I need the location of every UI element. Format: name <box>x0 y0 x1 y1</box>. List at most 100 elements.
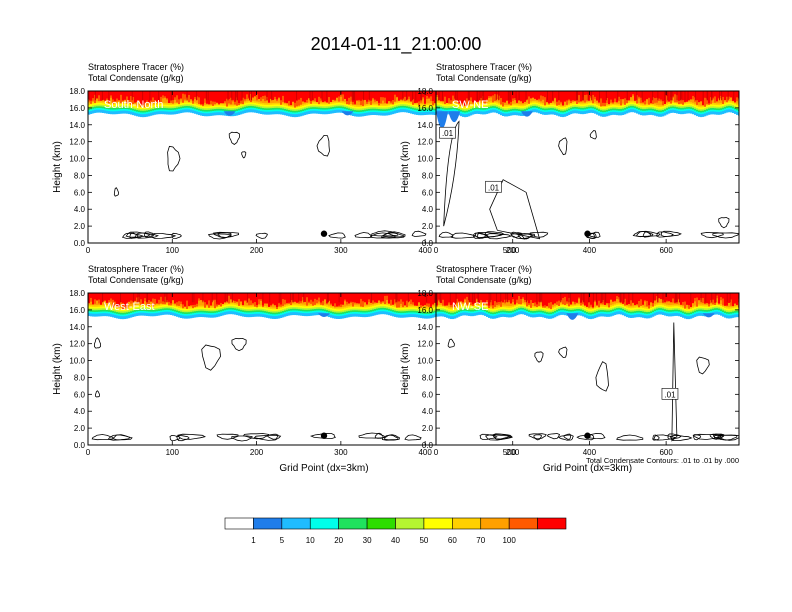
tracer-column <box>398 91 401 101</box>
tracer-column <box>146 91 149 101</box>
tracer-column <box>722 91 725 104</box>
tracer-column <box>278 91 281 98</box>
tracer-column <box>366 91 369 102</box>
contour-blob <box>121 232 144 239</box>
tracer-column <box>474 91 477 103</box>
tracer-column <box>444 91 447 104</box>
tracer-column <box>290 91 293 106</box>
y-tick-label: 16.0 <box>69 104 85 113</box>
tracer-column <box>160 91 163 97</box>
tracer-column <box>184 91 187 100</box>
tracer-column <box>182 91 185 103</box>
tracer-column <box>260 293 263 300</box>
condensate-contours <box>438 120 739 240</box>
tracer-streak <box>149 91 151 101</box>
tracer-column <box>726 91 729 97</box>
tracer-column <box>682 91 685 101</box>
tracer-column <box>202 91 205 105</box>
tracer-streak <box>227 91 229 101</box>
tracer-column <box>586 91 589 95</box>
tracer-column <box>292 91 295 102</box>
contour-blob <box>521 233 532 240</box>
x-tick-label: 100 <box>166 246 180 255</box>
tracer-column <box>602 91 605 103</box>
tracer-column <box>90 293 93 298</box>
tracer-column <box>206 293 209 305</box>
tracer-streak <box>363 91 365 101</box>
tracer-column <box>158 293 161 300</box>
tracer-column <box>256 91 259 101</box>
tracer-column <box>536 91 539 100</box>
tracer-column <box>218 91 221 104</box>
tracer-column <box>274 293 277 306</box>
tracer-column <box>246 91 249 100</box>
tracer-column <box>610 91 613 100</box>
tracer-streak <box>617 91 619 101</box>
tracer-column <box>120 91 123 104</box>
tracer-column <box>150 293 153 302</box>
tracer-column <box>176 293 179 303</box>
tracer-column <box>342 91 345 101</box>
tracer-column <box>226 91 229 107</box>
tracer-column <box>704 91 707 107</box>
tracer-column <box>338 91 341 97</box>
tracer-streak <box>353 91 355 101</box>
tracer-column <box>386 91 389 104</box>
x-tick-label: 400 <box>583 246 597 255</box>
y-tick-label: 6.0 <box>422 188 434 197</box>
tracer-column <box>308 91 311 99</box>
tracer-column <box>378 91 381 103</box>
tracer-column <box>494 91 497 95</box>
tracer-streak <box>467 91 469 101</box>
tracer-streak <box>438 91 440 101</box>
tracer-column <box>282 91 285 102</box>
tracer-column <box>444 91 447 97</box>
contour-blob <box>660 230 682 237</box>
tracer-column <box>342 91 345 95</box>
tracer-intrusion <box>341 111 354 116</box>
tracer-column <box>196 293 199 304</box>
tracer-column <box>522 91 525 104</box>
tracer-column <box>674 91 677 95</box>
tracer-column <box>356 91 359 101</box>
tracer-streak <box>515 91 517 101</box>
tracer-column <box>666 91 669 97</box>
tracer-column <box>260 91 263 98</box>
tracer-streak <box>667 91 669 101</box>
tracer-column <box>502 91 505 102</box>
tracer-column <box>208 91 211 105</box>
tracer-column <box>238 91 241 104</box>
tracer-column <box>696 91 699 101</box>
tracer-intrusion <box>436 111 449 129</box>
tracer-column <box>310 293 313 300</box>
tracer-column <box>452 91 455 102</box>
tracer-column <box>210 293 213 306</box>
tracer-column <box>234 293 237 301</box>
tracer-column <box>380 91 383 98</box>
tracer-column <box>628 91 631 101</box>
tracer-column <box>554 91 557 98</box>
tracer-column <box>134 293 137 301</box>
tracer-streak <box>205 91 207 101</box>
tracer-column <box>530 91 533 99</box>
tracer-column <box>448 91 451 99</box>
tracer-column <box>252 293 255 303</box>
tracer-column <box>632 91 635 95</box>
tracer-column <box>496 91 499 95</box>
tracer-column <box>332 293 335 306</box>
tracer-field <box>436 91 739 129</box>
x-tick-label: 200 <box>250 246 264 255</box>
tracer-column <box>650 91 653 104</box>
tracer-streak <box>483 91 485 101</box>
tracer-column <box>332 91 335 100</box>
tracer-streak <box>575 91 577 101</box>
tracer-column <box>208 293 211 308</box>
tracer-streak <box>641 91 643 101</box>
tracer-column <box>700 91 703 102</box>
tracer-column <box>178 91 181 100</box>
tracer-streak <box>321 91 323 101</box>
tracer-streak <box>158 91 160 101</box>
tracer-column <box>282 91 285 96</box>
tracer-column <box>460 91 463 104</box>
tracer-streak <box>186 91 188 101</box>
